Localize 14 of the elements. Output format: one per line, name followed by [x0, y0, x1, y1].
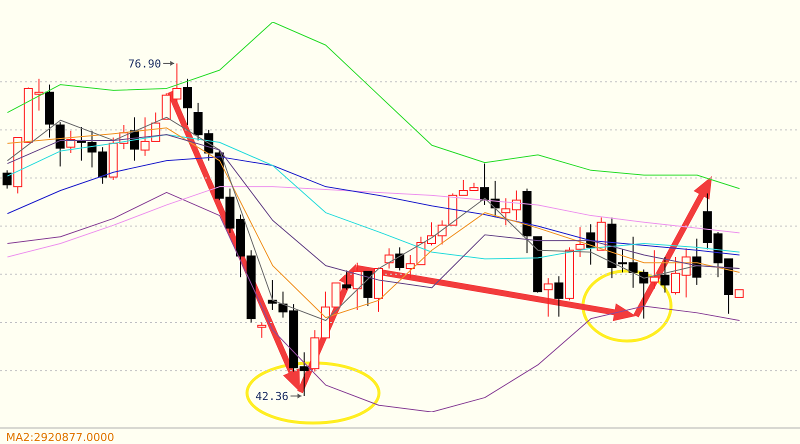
- annotation: 76.90: [128, 57, 162, 70]
- candlestick: [544, 278, 553, 318]
- candlestick: [2, 170, 12, 190]
- candlestick: [56, 122, 65, 167]
- candlestick: [395, 246, 404, 271]
- candlestick: [182, 78, 192, 126]
- text: MA2:2920877.0000: [6, 431, 114, 444]
- candlestick: [257, 322, 266, 338]
- candlestick: [342, 270, 352, 290]
- candlestick: [660, 256, 670, 294]
- candlestick: [554, 276, 564, 318]
- annotation: 42.36: [255, 390, 289, 404]
- candlestick: [384, 248, 394, 270]
- candlestick: [650, 250, 659, 290]
